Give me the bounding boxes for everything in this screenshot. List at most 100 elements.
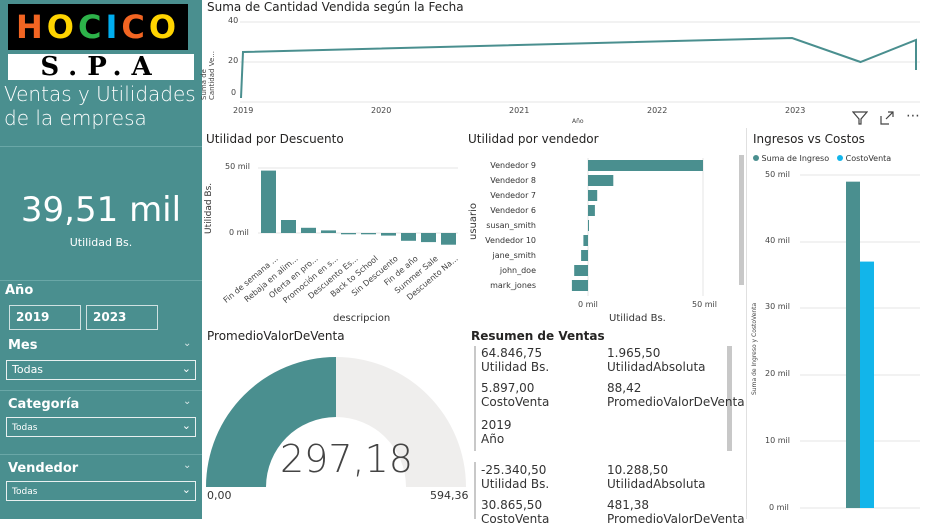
vendedor-value: Todas (12, 487, 38, 497)
more-icon[interactable]: ⋯ (906, 108, 920, 124)
x-tick: 2022 (647, 106, 668, 115)
seller-y-labels: Vendedor 9 Vendedor 8 Vendedor 7 Vendedor 6… (480, 158, 536, 298)
resumen-title: Resumen de Ventas (471, 329, 605, 343)
chevron-down-icon: ⌄ (181, 362, 191, 375)
bar[interactable] (421, 233, 436, 243)
x-tick: 2021 (509, 106, 530, 115)
bar[interactable] (401, 233, 416, 241)
metric-value: 481,38 (607, 498, 649, 512)
y-tick-label: Vendedor 6 (490, 206, 536, 215)
chevron-down-icon: ⌄ (181, 419, 191, 432)
y-tick: 40 mil (765, 236, 790, 245)
ingresos-panel (746, 128, 928, 519)
bar[interactable] (381, 233, 396, 236)
bar[interactable] (361, 233, 376, 235)
y-tick-label: Vendedor 7 (490, 191, 536, 200)
bar[interactable] (588, 205, 595, 216)
bar[interactable] (301, 227, 316, 233)
y-tick: 20 mil (765, 369, 790, 378)
metric: 1.965,50 UtilidadAbsoluta (607, 346, 737, 374)
legend-item: Suma de Ingreso (753, 154, 829, 163)
kpi-utilidad-value: 39,51 mil (20, 190, 182, 230)
metric-value: 5.897,00 (481, 381, 535, 395)
bar[interactable] (846, 181, 860, 508)
discount-chart-xlabel: descripcion (333, 313, 391, 324)
legend-item: CostoVenta (837, 154, 891, 163)
line-chart-title: Suma de Cantidad Vendida según la Fecha (207, 0, 464, 14)
vendedor-slicer-title: Vendedor (8, 461, 79, 476)
bar[interactable] (588, 175, 614, 186)
metric: 2019 Año (481, 418, 601, 446)
seller-chart-title: Utilidad por vendedor (468, 132, 599, 146)
scrollbar[interactable] (727, 346, 732, 451)
mes-value: Todas (12, 363, 44, 376)
categoria-dropdown[interactable]: Todas ⌄ (6, 417, 196, 437)
y-tick-label: Vendedor 8 (490, 176, 536, 185)
gauge-value: 297,18 (280, 437, 413, 481)
mes-dropdown[interactable]: Todas ⌄ (6, 360, 196, 380)
y-tick-label: susan_smith (486, 221, 536, 230)
bar[interactable] (574, 265, 588, 276)
bar[interactable] (281, 220, 296, 233)
chevron-icon[interactable]: ⌄ (183, 460, 192, 471)
discount-chart-plot (258, 167, 458, 245)
bar[interactable] (583, 235, 588, 246)
metric-label: Utilidad Bs. (481, 477, 550, 491)
line-chart-plot (240, 21, 920, 103)
x-tick: 2023 (785, 106, 806, 115)
bar[interactable] (860, 261, 874, 508)
discount-chart-ylabel: Utilidad Bs. (204, 182, 214, 234)
card-accent (474, 462, 476, 519)
chevron-icon[interactable]: ⌄ (183, 396, 192, 407)
metric-label: PromedioValorDeVenta (607, 512, 745, 526)
metric: 10.288,50 UtilidadAbsoluta (607, 463, 737, 491)
legend-label: Suma de Ingreso (761, 154, 830, 163)
bar[interactable] (341, 233, 356, 235)
bar[interactable] (571, 280, 588, 291)
gauge-fill (206, 357, 336, 487)
ingresos-ylabel: Suma de Ingreso y CostoVenta (751, 302, 758, 395)
scrollbar[interactable] (739, 155, 744, 285)
x-tick: 2019 (233, 106, 254, 115)
bar[interactable] (441, 233, 456, 245)
metric-label: UtilidadAbsoluta (607, 360, 706, 374)
x-tick: 50 mil (692, 300, 717, 309)
y-tick-label: Vendedor 10 (485, 236, 536, 245)
year-to-input[interactable]: 2023 (86, 305, 158, 330)
metric: 481,38 PromedioValorDeVenta (607, 498, 745, 526)
metric: 30.865,50 CostoVenta (481, 498, 601, 526)
y-tick-label: jane_smith (492, 251, 536, 260)
year-from-input[interactable]: 2019 (9, 305, 81, 330)
ingresos-legend: Suma de Ingreso CostoVenta (753, 154, 891, 163)
bar[interactable] (261, 170, 276, 233)
bar[interactable] (588, 160, 703, 171)
card-accent (474, 346, 476, 451)
filter-icon[interactable] (851, 110, 869, 126)
chevron-icon[interactable]: ⌄ (183, 338, 192, 349)
metric: -25.340,50 Utilidad Bs. (481, 463, 601, 491)
metric-label: CostoVenta (481, 395, 550, 409)
seller-chart-ylabel: usuario (468, 202, 479, 240)
line-chart-ylabel: Suma de Cantidad Ve... (200, 51, 216, 100)
legend-dot (837, 155, 844, 161)
mes-slicer-title: Mes (8, 338, 38, 353)
kpi-utilidad-label: Utilidad Bs. (69, 236, 133, 249)
ingresos-chart-title: Ingresos vs Costos (753, 132, 865, 146)
bar[interactable] (588, 190, 598, 201)
discount-x-labels: Fin de semana ... Rebaja en alim... Oferta… (212, 254, 462, 314)
metric-value: 10.288,50 (607, 463, 669, 477)
y-tick: 50 mil (225, 162, 250, 171)
vendedor-dropdown[interactable]: Todas ⌄ (6, 481, 196, 501)
bar[interactable] (588, 220, 589, 231)
legend-label: CostoVenta (845, 154, 892, 163)
metric-value: 64.846,75 (481, 346, 543, 360)
gauge-min: 0,00 (207, 489, 232, 502)
bar[interactable] (321, 230, 336, 233)
gauge-title: PromedioValorDeVenta (207, 329, 345, 343)
metric-label: Utilidad Bs. (481, 360, 550, 374)
metric: 64.846,75 Utilidad Bs. (481, 346, 601, 374)
metric: 5.897,00 CostoVenta (481, 381, 601, 409)
y-tick: 0 mil (229, 228, 249, 237)
expand-icon[interactable] (879, 110, 895, 126)
bar[interactable] (581, 250, 588, 261)
